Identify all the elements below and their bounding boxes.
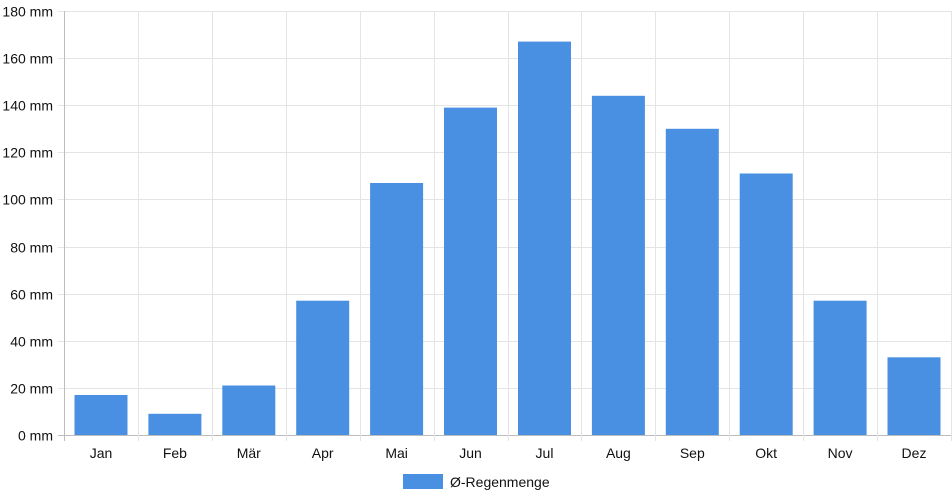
bars xyxy=(74,41,941,436)
bar-jul[interactable] xyxy=(518,41,571,435)
y-tick-label: 140 mm xyxy=(2,98,53,114)
x-axis-tick-labels: Jan Feb Mär Apr Mai Jun Jul Aug Sep Okt Nov Dez xyxy=(90,445,927,461)
x-tick-label: Feb xyxy=(163,445,187,461)
bar-sep[interactable] xyxy=(665,128,719,436)
bar-okt[interactable] xyxy=(739,173,793,436)
y-tick-label: 20 mm xyxy=(10,381,53,397)
x-tick-label: Nov xyxy=(828,445,853,461)
y-tick-label: 180 mm xyxy=(2,4,53,20)
x-tick-label: Apr xyxy=(312,445,334,461)
bar-dez[interactable] xyxy=(887,357,941,435)
y-tick-label: 160 mm xyxy=(2,51,53,67)
y-tick-label: 80 mm xyxy=(10,240,53,256)
legend-swatch[interactable] xyxy=(403,474,443,489)
bar-aug[interactable] xyxy=(591,95,645,436)
y-tick-label: 60 mm xyxy=(10,287,53,303)
x-tick-label: Okt xyxy=(755,445,777,461)
bar-apr[interactable] xyxy=(296,300,350,435)
y-axis-tick-labels: 0 mm 20 mm 40 mm 60 mm 80 mm 100 mm 120 mm 140 … xyxy=(2,4,53,444)
x-tick-label: Jul xyxy=(536,445,554,461)
x-tick-label: Dez xyxy=(902,445,927,461)
x-tick-label: Mär xyxy=(237,445,261,461)
bar-jan[interactable] xyxy=(74,395,128,435)
x-tick-label: Jan xyxy=(90,445,113,461)
bar-mär[interactable] xyxy=(222,385,276,436)
legend-label[interactable]: Ø-Regenmenge xyxy=(450,474,550,490)
bar-mai[interactable] xyxy=(370,183,424,435)
y-tick-label: 100 mm xyxy=(2,192,53,208)
x-tick-label: Aug xyxy=(606,445,631,461)
bar-jun[interactable] xyxy=(444,107,497,435)
x-tick-label: Jun xyxy=(459,445,482,461)
y-tick-label: 40 mm xyxy=(10,334,53,350)
legend[interactable]: Ø-Regenmenge xyxy=(403,474,550,490)
bar-nov[interactable] xyxy=(813,300,867,435)
y-tick-label: 120 mm xyxy=(2,145,53,161)
bar-feb[interactable] xyxy=(148,413,202,435)
y-tick-label: 0 mm xyxy=(18,428,53,444)
x-tick-label: Mai xyxy=(385,445,408,461)
x-tick-label: Sep xyxy=(680,445,705,461)
